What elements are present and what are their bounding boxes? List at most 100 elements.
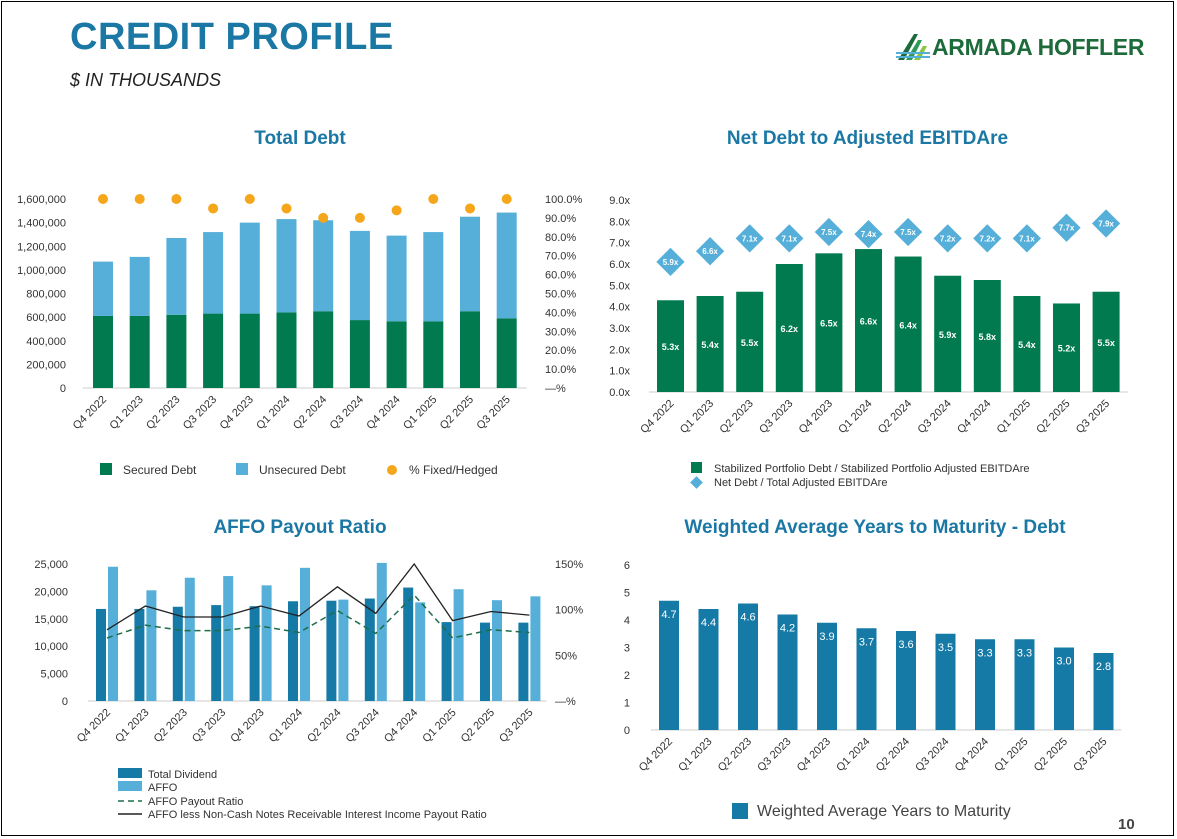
affo-bar [108,566,118,701]
diamond-data-label: 7.2x [980,234,996,243]
x-tick-label: Q4 2022 [637,736,675,774]
secured-debt-bar [423,321,444,388]
y2-tick-label: 40.0% [545,307,576,319]
wam-title: Weighted Average Years to Maturity - Deb… [684,517,1066,538]
stabilized-ratio-bar [775,264,803,392]
x-tick-label: Q2 2025 [438,394,476,432]
logo-mark-icon [896,34,930,60]
x-tick-label: Q2 2024 [305,707,343,745]
y2-tick-label: 90.0% [545,213,576,225]
secured-debt-bar [129,315,150,388]
x-tick-label: Q2 2025 [1034,398,1072,436]
legend-label-fixed: % Fixed/Hedged [409,463,498,477]
total-dividend-bar [96,608,106,701]
net-debt-diamond [854,219,883,249]
net-debt-diamond [1091,209,1121,238]
y-tick-label: 10,000 [34,641,68,653]
page-subtitle: $ IN THOUSANDS [70,70,222,90]
net-debt-diamond [933,224,962,253]
x-tick-label: Q3 2024 [328,394,366,432]
bar-data-label: 4.6 [740,612,755,624]
x-tick-label: Q3 2023 [181,394,219,432]
y-tick-label: 1,400,000 [17,218,66,230]
stabilized-ratio-bar [736,291,764,392]
affo-bar [376,562,387,701]
secured-debt-bar [313,311,334,388]
x-tick-label: Q4 2022 [638,398,676,436]
x-tick-label: Q3 2024 [913,736,951,774]
x-tick-label: Q4 2022 [75,707,113,745]
legend-label-stabilized: Stabilized Portfolio Debt / Stabilized P… [714,463,1030,475]
affo-bar [184,577,195,701]
bar-data-label: 6.4x [899,320,917,330]
legend-label: AFFO Payout Ratio [148,796,243,808]
x-tick-label: Q4 2023 [795,736,833,774]
y2-tick-label: 10.0% [545,364,576,376]
total-debt-title: Total Debt [254,128,346,149]
fixed-hedged-point [501,194,512,204]
affo-less-noncash-line [106,562,530,631]
y-tick-label: 25,000 [34,559,68,571]
bar-data-label: 5.3x [662,342,680,352]
page-title: CREDIT PROFILE [70,16,394,58]
total-dividend-bar [326,600,337,701]
bar-data-label: 5.4x [1018,340,1036,350]
y2-tick-label: 50% [555,650,577,662]
x-tick-label: Q2 2023 [152,707,190,745]
years-to-maturity-bar [1054,647,1074,730]
years-to-maturity-bar [1093,653,1114,730]
y-tick-label: 1 [624,698,630,710]
y2-tick-label: —% [555,696,576,708]
years-to-maturity-bar [817,622,837,730]
unsecured-debt-bar [129,256,150,316]
stabilized-ratio-bar [815,253,843,392]
y-tick-label: 3.0x [609,323,630,335]
diamond-data-label: 7.7x [1059,224,1075,233]
bar-data-label: 4.7 [661,609,676,621]
affo-bar [453,589,464,701]
bar-data-label: 5.8x [979,332,997,342]
x-tick-label: Q3 2024 [344,707,382,745]
unsecured-debt-bar [239,222,260,314]
x-tick-label: Q3 2023 [757,398,795,436]
bar-data-label: 5.5x [1097,338,1115,348]
legend-label-unsecured: Unsecured Debt [259,463,346,477]
y-tick-label: 2 [624,670,630,682]
x-tick-label: Q4 2022 [71,394,109,432]
legend-label-wam: Weighted Average Years to Maturity [757,803,1011,820]
y-tick-label: 2.0x [609,344,630,356]
diamond-data-label: 7.1x [742,234,758,243]
x-tick-label: Q2 2025 [1032,736,1070,774]
affo-bar [261,585,272,701]
x-tick-label: Q1 2024 [267,707,305,745]
stabilized-ratio-bar [657,300,684,392]
x-tick-label: Q4 2024 [382,707,420,745]
y-tick-label: 4.0x [609,302,630,314]
x-tick-label: Q1 2025 [420,707,458,745]
bar-data-label: 4.2 [780,623,795,635]
bar-data-label: 3.9 [819,631,834,643]
legend-swatch-fixed [387,465,397,475]
legend-label: AFFO [148,782,178,794]
years-to-maturity-bar [896,631,916,730]
y-tick-label: 600,000 [26,312,66,324]
x-tick-label: Q1 2024 [836,398,874,436]
fixed-hedged-point [428,194,439,204]
diamond-data-label: 7.1x [782,234,798,243]
diamond-data-label: 7.2x [940,234,956,243]
bar-data-label: 3.3 [977,647,992,659]
x-tick-label: Q3 2024 [915,398,953,436]
bar-data-label: 5.2x [1058,344,1076,354]
fixed-hedged-point [318,212,329,223]
y2-tick-label: 50.0% [545,289,576,301]
y-tick-label: 5.0x [609,280,630,292]
y-tick-label: 1,000,000 [17,265,66,277]
diamond-data-label: 7.4x [861,230,877,239]
stabilized-ratio-bar [855,249,882,392]
legend-label: AFFO less Non-Cash Notes Receivable Inte… [148,809,487,821]
total-dividend-bar [403,587,414,701]
diamond-data-label: 7.9x [1098,219,1114,228]
y2-tick-label: 100% [555,605,583,617]
affo-bar [530,596,541,701]
